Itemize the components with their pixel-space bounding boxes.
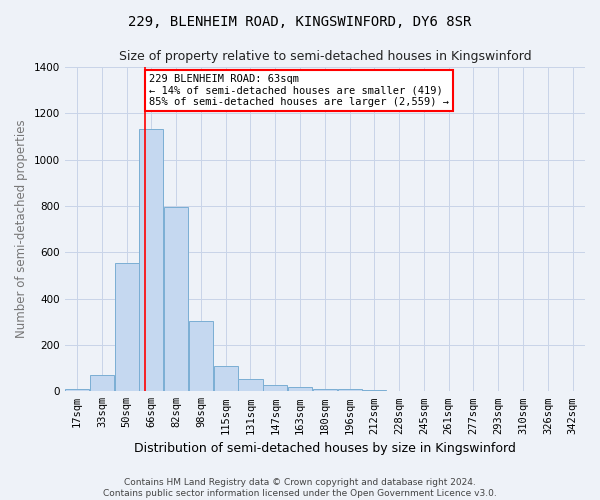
Title: Size of property relative to semi-detached houses in Kingswinford: Size of property relative to semi-detach…	[119, 50, 531, 63]
Text: 229, BLENHEIM ROAD, KINGSWINFORD, DY6 8SR: 229, BLENHEIM ROAD, KINGSWINFORD, DY6 8S…	[128, 15, 472, 29]
X-axis label: Distribution of semi-detached houses by size in Kingswinford: Distribution of semi-detached houses by …	[134, 442, 516, 455]
Y-axis label: Number of semi-detached properties: Number of semi-detached properties	[15, 120, 28, 338]
Text: 229 BLENHEIM ROAD: 63sqm
← 14% of semi-detached houses are smaller (419)
85% of : 229 BLENHEIM ROAD: 63sqm ← 14% of semi-d…	[149, 74, 449, 107]
Bar	[338, 390, 362, 392]
Bar	[313, 388, 337, 392]
Bar	[362, 390, 386, 392]
Bar	[214, 366, 238, 392]
Bar	[164, 207, 188, 392]
Bar	[189, 320, 213, 392]
Bar	[115, 262, 139, 392]
Bar	[90, 375, 114, 392]
Bar	[288, 387, 312, 392]
Bar	[65, 389, 89, 392]
Bar	[238, 378, 263, 392]
Bar	[263, 385, 287, 392]
Bar	[139, 130, 163, 392]
Text: Contains HM Land Registry data © Crown copyright and database right 2024.
Contai: Contains HM Land Registry data © Crown c…	[103, 478, 497, 498]
